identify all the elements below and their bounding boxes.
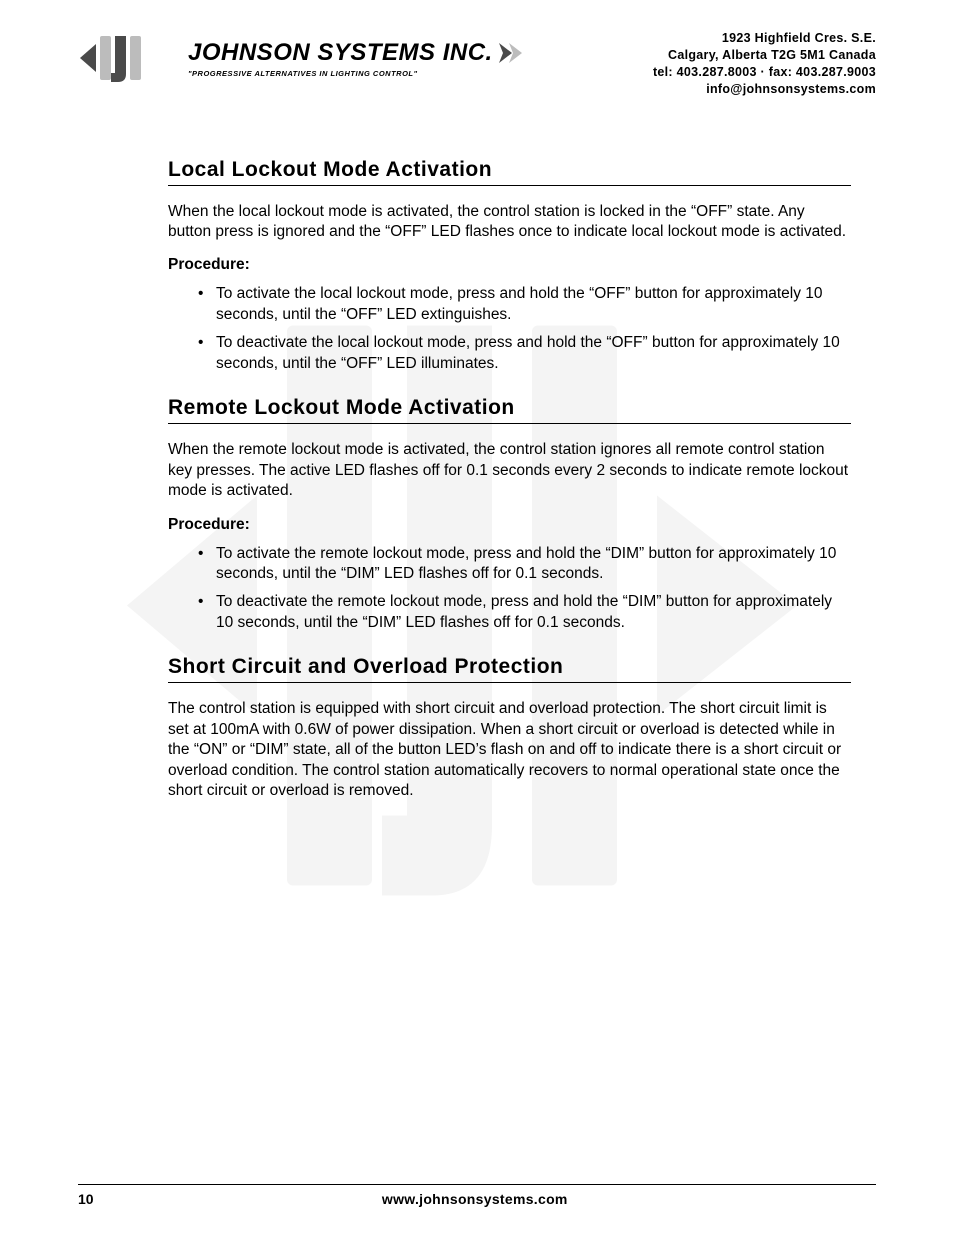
- document-body: Local Lockout Mode Activation When the l…: [78, 158, 876, 802]
- addr-line3: tel: 403.287.8003 · fax: 403.287.9003: [653, 64, 876, 81]
- page-footer: 10 www.johnsonsystems.com: [78, 1184, 876, 1207]
- section-para-1: When the local lockout mode is activated…: [168, 202, 851, 243]
- page-header: JOHNSON SYSTEMS INC. "PROGRESSIVE ALTERN…: [78, 30, 876, 98]
- page-number: 10: [78, 1191, 94, 1207]
- procedure-list-1: To activate the local lockout mode, pres…: [168, 284, 851, 374]
- section-para-2: When the remote lockout mode is activate…: [168, 440, 851, 501]
- company-name: JOHNSON SYSTEMS INC.: [188, 39, 493, 67]
- section-heading-2: Remote Lockout Mode Activation: [168, 396, 851, 424]
- addr-line2: Calgary, Alberta T2G 5M1 Canada: [653, 47, 876, 64]
- procedure-list-2: To activate the remote lockout mode, pre…: [168, 544, 851, 634]
- company-logo-icon: [78, 30, 178, 86]
- section-heading-3: Short Circuit and Overload Protection: [168, 655, 851, 683]
- addr-line1: 1923 Highfield Cres. S.E.: [653, 30, 876, 47]
- company-tagline: "PROGRESSIVE ALTERNATIVES IN LIGHTING CO…: [188, 69, 525, 78]
- procedure-item: To activate the remote lockout mode, pre…: [198, 544, 851, 585]
- procedure-label-2: Procedure:: [168, 516, 851, 534]
- procedure-item: To activate the local lockout mode, pres…: [198, 284, 851, 325]
- procedure-item: To deactivate the remote lockout mode, p…: [198, 592, 851, 633]
- section-heading-1: Local Lockout Mode Activation: [168, 158, 851, 186]
- company-logo-block: JOHNSON SYSTEMS INC. "PROGRESSIVE ALTERN…: [78, 30, 525, 86]
- procedure-label-1: Procedure:: [168, 256, 851, 274]
- section-para-3: The control station is equipped with sho…: [168, 699, 851, 801]
- chevron-icon: [499, 43, 525, 63]
- procedure-item: To deactivate the local lockout mode, pr…: [198, 333, 851, 374]
- addr-line4: info@johnsonsystems.com: [653, 81, 876, 98]
- company-address: 1923 Highfield Cres. S.E. Calgary, Alber…: [653, 30, 876, 98]
- footer-website: www.johnsonsystems.com: [94, 1191, 856, 1207]
